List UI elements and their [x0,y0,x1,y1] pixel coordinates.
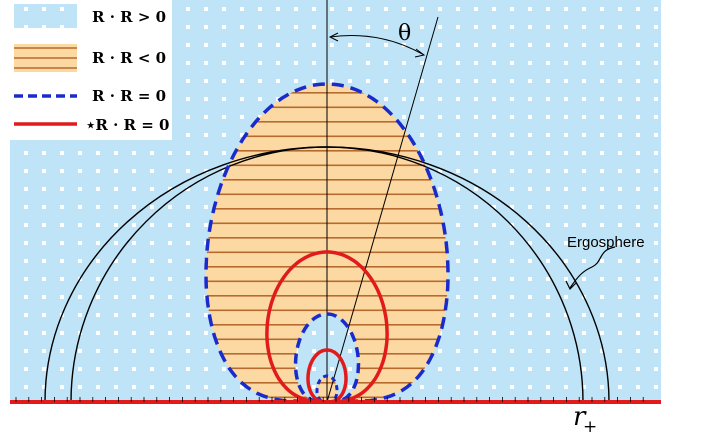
legend: R · R > 0 R · R < 0 R · R = 0 ⋆R · R = 0 [14,4,169,134]
legend-swatch-positive-dots [14,4,77,28]
zero-curvature-contour-inner [293,312,361,404]
legend-label-negative: R · R < 0 [92,49,166,67]
theta-ray [326,16,439,403]
equator-ticks [15,397,644,402]
legend-item-negative: R · R < 0 [14,44,166,72]
horizon-subscript: + [583,417,597,437]
horizon-label: r [573,402,587,432]
theta-arrow-right [414,48,426,58]
legend-item-zero: R · R = 0 [14,87,166,105]
zero-curvature-contour-outer [204,82,450,404]
legend-label-positive: R · R > 0 [92,8,166,26]
ergosphere-label: Ergosphere [567,234,645,251]
legend-item-dual: ⋆R · R = 0 [14,116,169,134]
legend-label-dual: ⋆R · R = 0 [86,116,169,134]
theta-arrow-left [328,32,339,42]
legend-item-positive: R · R > 0 [14,4,166,28]
legend-label-zero: R · R = 0 [92,87,166,105]
ergosphere-pointer-head [565,280,577,291]
ergosphere-arc [70,146,584,403]
dual-curvature-contour-large [265,250,389,404]
dual-curvature-contour-small [306,348,348,404]
zero-curvature-contour-core [315,374,339,404]
theta-arc [329,34,425,56]
theta-label: θ [398,21,411,46]
ergosphere-pointer [569,246,616,289]
